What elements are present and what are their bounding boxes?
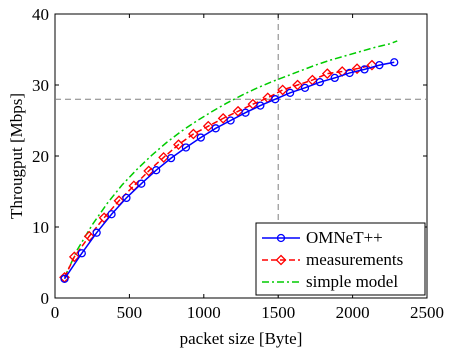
legend-entry: simple model — [262, 272, 398, 291]
data-point — [271, 95, 280, 104]
series-simple-model — [63, 40, 398, 278]
legend-entry: measurements — [262, 250, 403, 269]
data-point — [137, 179, 146, 188]
y-tick-label: 10 — [32, 218, 49, 237]
y-tick-label: 0 — [41, 289, 50, 308]
series-omnet- — [60, 58, 399, 283]
series-layer — [59, 40, 399, 283]
y-tick-label: 30 — [32, 76, 49, 95]
data-point — [360, 65, 369, 74]
data-point — [315, 78, 325, 87]
data-point — [300, 83, 310, 92]
data-point — [292, 79, 303, 91]
legend-label: simple model — [306, 272, 398, 291]
data-point — [202, 120, 214, 132]
axis-tick-labels: 0 500 1000 1500 2000 2500 0 10 20 30 40 — [32, 5, 444, 322]
data-point — [152, 166, 161, 175]
data-point — [226, 116, 235, 125]
data-point — [158, 152, 170, 163]
x-tick-label: 2500 — [410, 303, 444, 322]
data-point — [375, 60, 384, 70]
data-point — [351, 63, 363, 75]
data-point — [173, 139, 184, 151]
legend-label: OMNeT++ — [306, 228, 383, 247]
legend-marker — [275, 254, 287, 266]
data-point — [211, 124, 220, 133]
data-point — [241, 108, 250, 117]
x-tick-label: 500 — [117, 303, 143, 322]
axis-ticks — [54, 13, 428, 299]
data-point — [187, 128, 199, 140]
series-measurements — [59, 59, 378, 283]
y-tick-label: 40 — [32, 5, 49, 24]
legend-entry: OMNeT++ — [262, 228, 383, 247]
x-tick-label: 1000 — [187, 303, 221, 322]
data-point — [217, 112, 229, 124]
x-tick-label: 2000 — [336, 303, 370, 322]
data-point — [143, 165, 155, 177]
legend-marker — [276, 233, 286, 243]
data-point — [181, 143, 191, 152]
data-point — [122, 193, 131, 203]
legend: OMNeT++ measurements simple model — [255, 222, 426, 296]
legend-label: measurements — [306, 250, 403, 269]
data-point — [166, 153, 176, 163]
data-point — [285, 88, 295, 97]
data-point — [107, 210, 116, 219]
x-tick-label: 0 — [51, 303, 60, 322]
data-point — [68, 251, 80, 263]
data-point — [277, 84, 289, 96]
data-point — [77, 249, 86, 258]
y-axis-label: Througput [Mbps] — [7, 93, 26, 219]
data-point — [60, 274, 69, 283]
legend-items: OMNeT++ measurements simple model — [262, 228, 403, 291]
x-tick-label: 1500 — [261, 303, 295, 322]
data-point — [83, 230, 95, 242]
x-axis-label: packet size [Byte] — [180, 329, 303, 348]
y-tick-label: 20 — [32, 147, 49, 166]
series-line — [63, 64, 373, 278]
data-point — [330, 73, 339, 83]
data-point — [256, 101, 265, 110]
data-point — [321, 68, 333, 80]
data-point — [92, 228, 101, 237]
series-line — [63, 61, 395, 280]
series-line — [63, 40, 398, 278]
data-point — [196, 133, 205, 142]
data-point — [390, 58, 399, 67]
data-point — [366, 59, 378, 71]
data-point — [345, 68, 354, 78]
